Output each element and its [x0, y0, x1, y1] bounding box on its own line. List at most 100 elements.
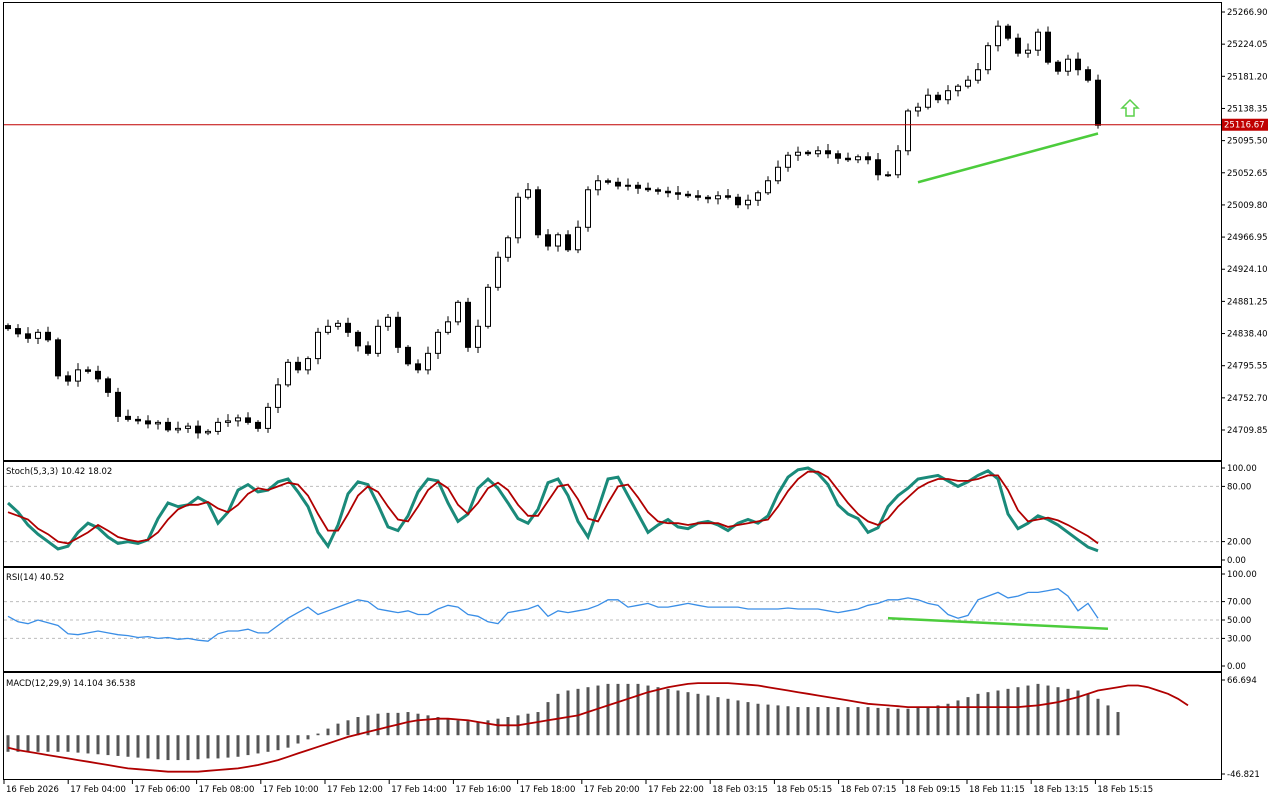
macd-histogram-bar	[476, 721, 480, 736]
time-tick-label: 18 Feb 05:15	[776, 785, 832, 795]
indicator-tick-label: 100.00	[1227, 464, 1257, 474]
macd-histogram-bar	[856, 707, 860, 736]
macd-tick-label: -46.821	[1227, 770, 1260, 780]
macd-panel	[6, 682, 1189, 773]
bull-candle	[895, 150, 901, 176]
macd-histogram-bar	[46, 735, 50, 752]
bear-candle	[5, 325, 11, 330]
macd-histogram-bar	[626, 683, 630, 736]
price-tick-label: 25181.20	[1227, 72, 1268, 82]
bull-candle	[885, 174, 891, 177]
macd-histogram-bar	[426, 715, 430, 736]
bear-candle	[65, 375, 71, 382]
bear-candle	[645, 187, 651, 191]
macd-histogram-bar	[176, 735, 180, 761]
bull-candle	[525, 189, 531, 198]
macd-histogram-bar	[696, 693, 700, 736]
bear-candle	[415, 363, 421, 371]
macd-histogram-bar	[416, 713, 420, 736]
macd-histogram-bar	[806, 707, 810, 736]
bear-candle	[835, 153, 841, 159]
time-tick-label: 17 Feb 22:00	[648, 785, 704, 795]
macd-histogram-bar	[366, 715, 370, 736]
bull-candle	[325, 325, 331, 333]
macd-histogram-bar	[16, 735, 20, 752]
bull-candle	[315, 331, 321, 360]
bull-candle	[285, 361, 291, 386]
macd-histogram-bar	[406, 712, 410, 736]
macd-histogram-bar	[466, 721, 470, 736]
bull-candle	[965, 79, 971, 87]
bull-candle	[785, 154, 791, 168]
bear-candle	[15, 328, 21, 335]
price-tick-label: 24752.70	[1227, 394, 1268, 404]
macd-histogram-bar	[346, 720, 350, 736]
macd-histogram-bar	[816, 707, 820, 736]
macd-histogram-bar	[1066, 688, 1070, 736]
rsi-label: RSI(14) 40.52	[6, 573, 64, 583]
bull-candle	[555, 234, 561, 247]
macd-histogram-bar	[376, 713, 380, 736]
macd-histogram-bar	[826, 707, 830, 736]
bull-candle	[515, 196, 521, 239]
bear-candle	[45, 331, 51, 341]
macd-histogram-bar	[26, 735, 30, 752]
indicator-tick-label: 80.00	[1227, 482, 1251, 492]
bear-candle	[845, 157, 851, 161]
macd-histogram-bar	[756, 703, 760, 736]
bull-candle	[235, 417, 241, 422]
macd-signal-line	[7, 682, 1189, 773]
bear-candle	[545, 234, 551, 247]
macd-histogram-bar	[1006, 688, 1010, 736]
macd-histogram-bar	[876, 707, 880, 736]
macd-histogram-bar	[656, 687, 660, 736]
macd-label: MACD(12,29,9) 14.104 36.538	[6, 679, 135, 689]
macd-histogram-bar	[906, 708, 910, 736]
bull-candle	[425, 352, 431, 371]
macd-histogram-bar	[616, 683, 620, 736]
rsi-divergence-trendline	[887, 616, 1109, 630]
bull-candle	[1065, 58, 1071, 72]
macd-histogram-bar	[356, 717, 360, 736]
macd-histogram-bar	[966, 697, 970, 736]
macd-histogram-bar	[866, 707, 870, 736]
bull-candle	[505, 237, 511, 258]
axes: 25266.90 25224.05 25181.20 25138.35 25095.50…	[3, 8, 1268, 795]
bear-candle	[1085, 69, 1091, 81]
time-tick-label: 17 Feb 14:00	[391, 785, 447, 795]
bull-candle	[585, 189, 591, 228]
indicator-tick-label: 50.00	[1227, 616, 1251, 626]
macd-histogram-bar	[606, 683, 610, 736]
bear-candle	[135, 418, 141, 422]
bear-candle	[685, 193, 691, 197]
time-tick-label: 18 Feb 09:15	[905, 785, 961, 795]
bear-candle	[535, 189, 541, 236]
stoch-main-line	[6, 466, 1099, 553]
macd-histogram-bar	[446, 718, 450, 736]
price-tick-label: 24795.55	[1227, 362, 1268, 372]
bear-candle	[85, 369, 91, 372]
grid-levels	[4, 485, 1221, 639]
bear-candle	[95, 370, 101, 380]
bull-candle	[975, 69, 981, 81]
macd-histogram-bar	[716, 697, 720, 736]
price-tick-label: 24924.10	[1227, 265, 1268, 275]
macd-histogram-bar	[136, 735, 140, 758]
bull-candle	[945, 90, 951, 101]
bear-candle	[1045, 31, 1051, 63]
macd-histogram-bar	[286, 735, 290, 748]
bull-candle	[1035, 31, 1041, 51]
bear-candle	[465, 301, 471, 348]
indicator-tick-label: 100.00	[1227, 570, 1257, 580]
bear-candle	[735, 196, 741, 206]
macd-histogram-bar	[326, 728, 330, 736]
candles	[5, 20, 1101, 439]
time-tick-label: 17 Feb 10:00	[263, 785, 319, 795]
bull-candle	[185, 425, 191, 429]
macd-histogram-bar	[766, 704, 770, 736]
bull-candle	[985, 45, 991, 71]
macd-histogram-bar	[1026, 685, 1030, 736]
macd-histogram-bar	[276, 735, 280, 751]
price-tick-label: 25009.80	[1227, 201, 1268, 211]
